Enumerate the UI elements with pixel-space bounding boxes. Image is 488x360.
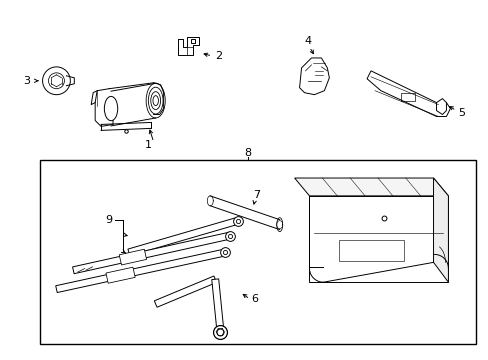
Polygon shape [106,267,135,283]
Text: 9: 9 [105,215,112,225]
Polygon shape [309,196,447,282]
Text: 6: 6 [251,294,258,304]
Bar [339,239,403,261]
Polygon shape [56,249,225,293]
Polygon shape [119,249,146,265]
Text: 3: 3 [23,76,30,86]
Text: 2: 2 [214,51,222,61]
Polygon shape [128,217,239,256]
Text: 5: 5 [457,108,464,117]
Text: 4: 4 [304,36,310,46]
Polygon shape [154,276,216,307]
Polygon shape [72,232,230,274]
Polygon shape [299,58,328,95]
Polygon shape [436,99,446,114]
Ellipse shape [104,96,118,121]
Polygon shape [294,178,447,196]
Bar [40,160,475,344]
Polygon shape [433,178,447,282]
Polygon shape [366,71,449,117]
Polygon shape [211,279,223,329]
Text: 7: 7 [253,190,260,200]
Bar [400,93,414,100]
Text: 8: 8 [244,148,251,158]
Text: 1: 1 [145,140,152,150]
